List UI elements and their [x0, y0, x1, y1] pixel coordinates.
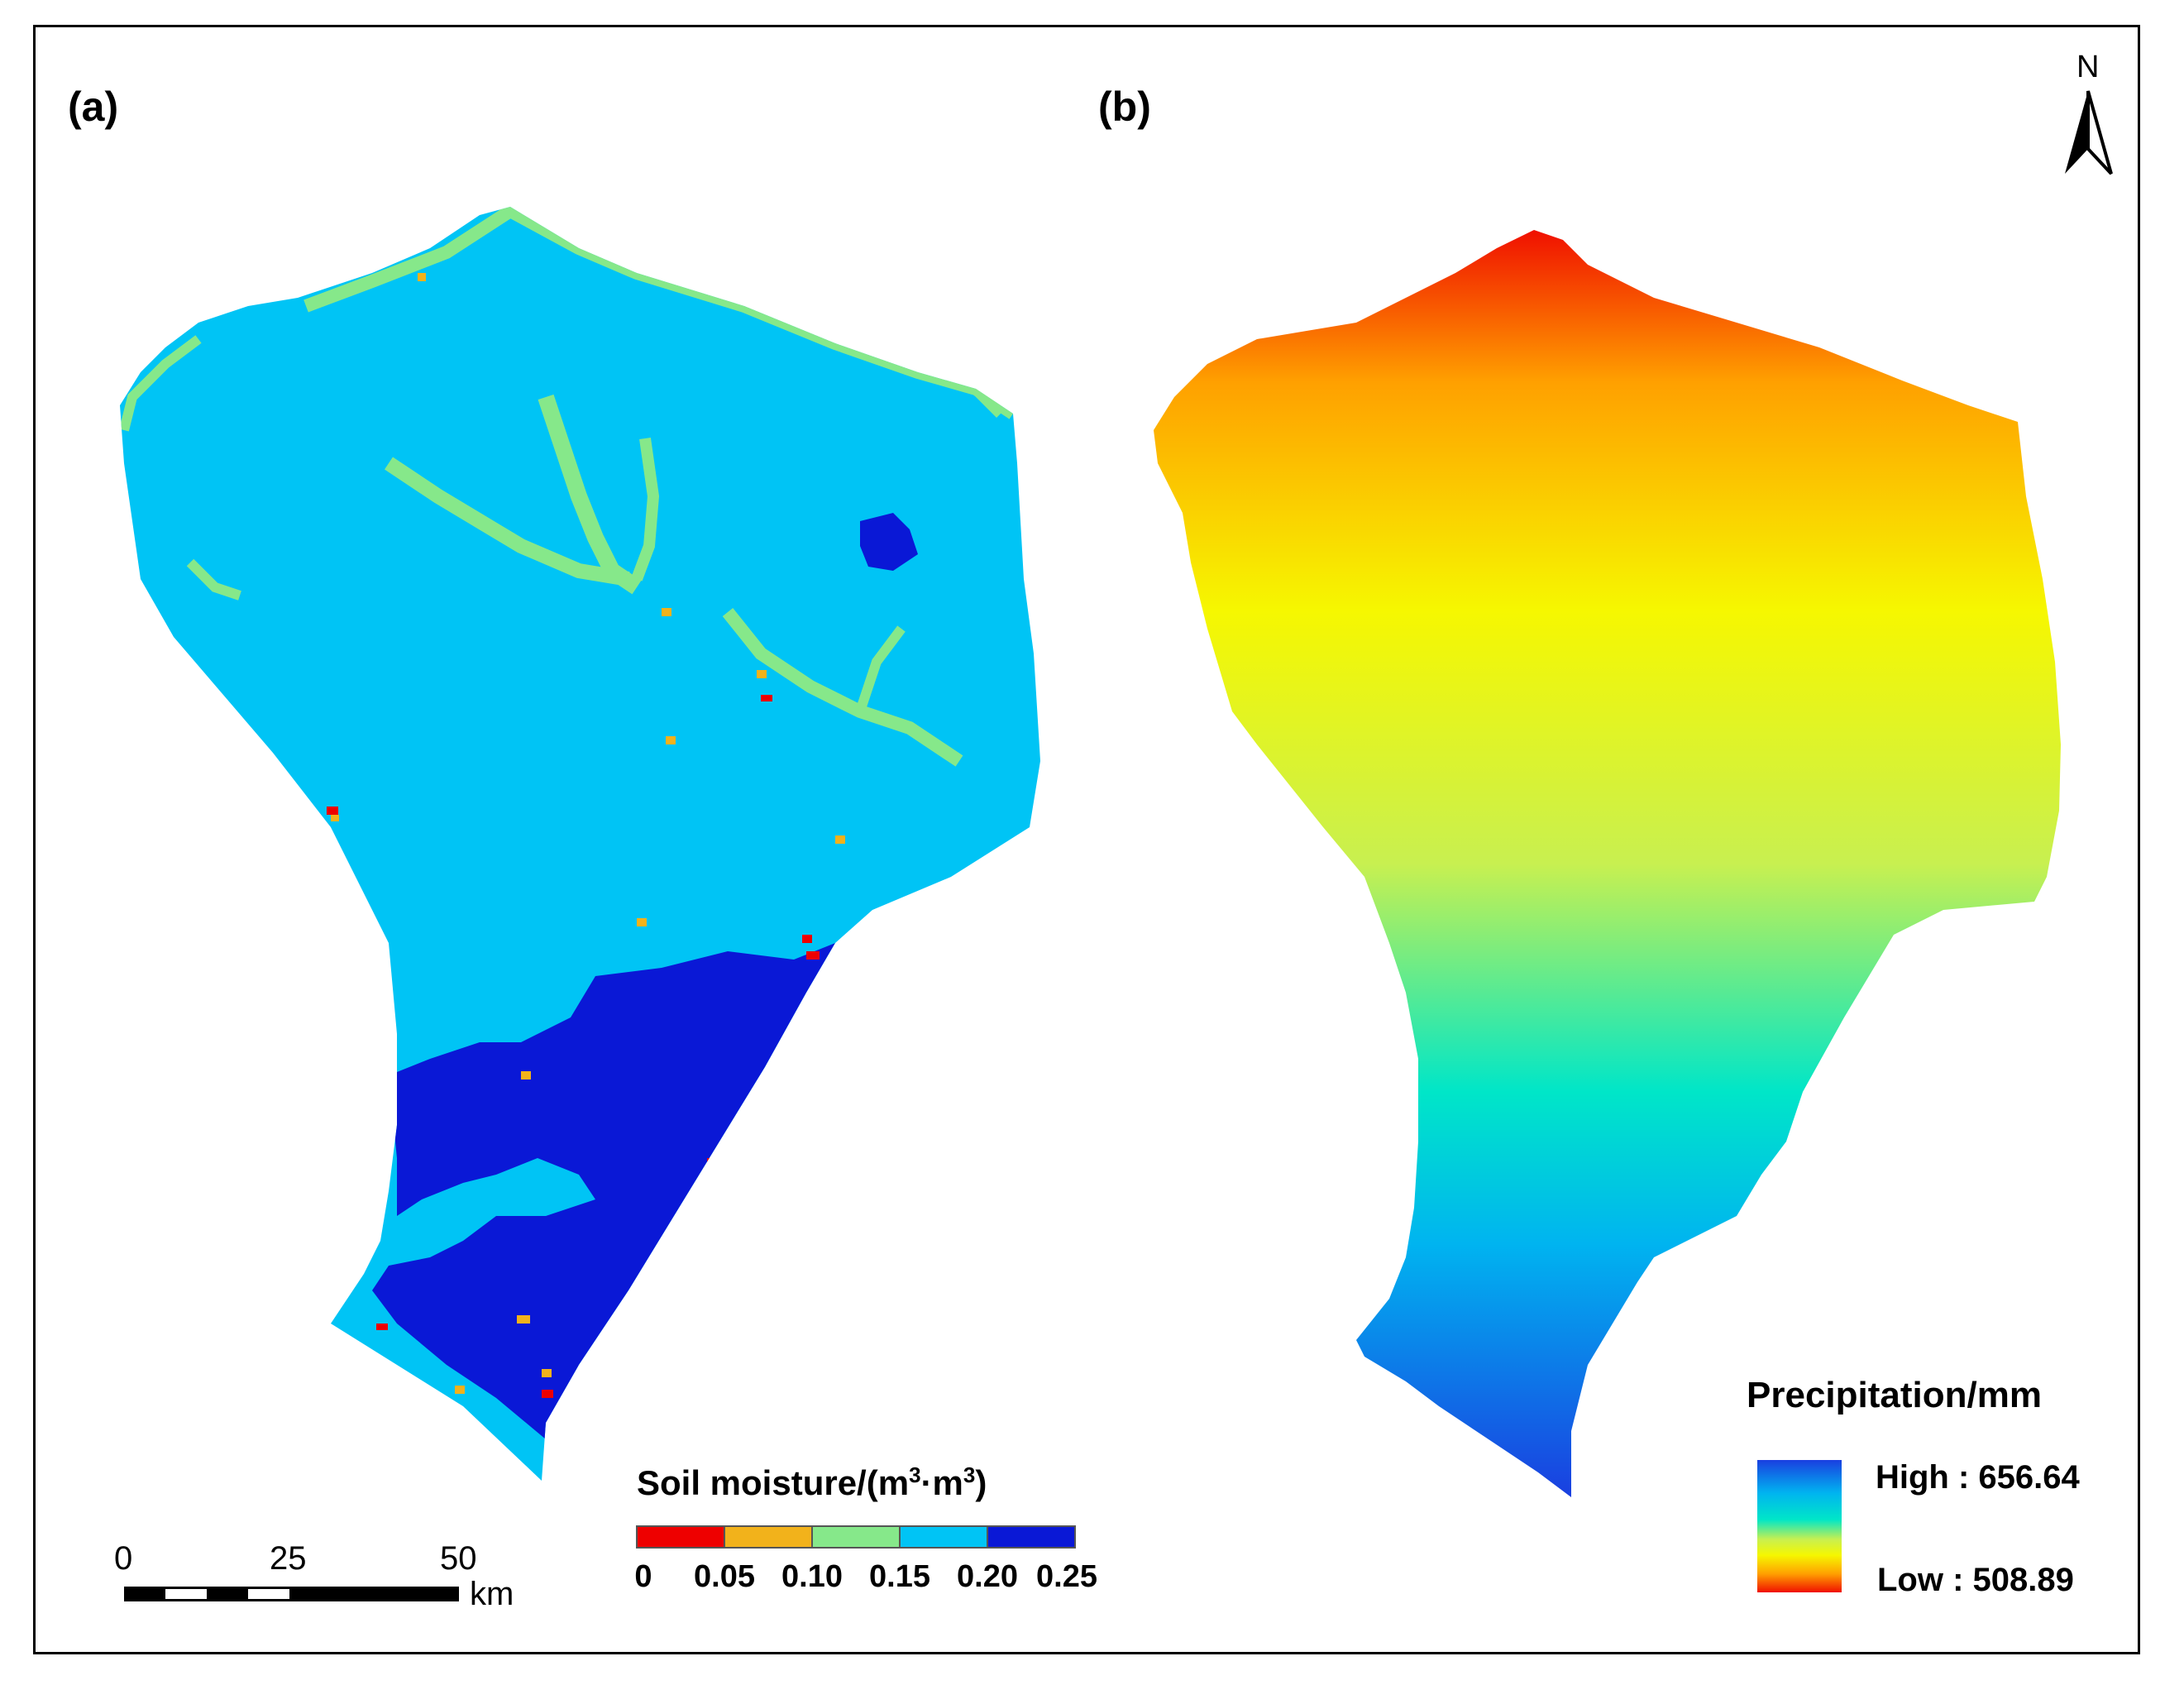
north-arrow — [2065, 90, 2113, 175]
dry-pixel — [757, 670, 767, 678]
precipitation-high-label: High : 656.64 — [1876, 1459, 2080, 1496]
dry-pixel — [637, 918, 647, 926]
scale-tick-0: 0 — [114, 1540, 133, 1577]
green-channel-se2 — [855, 625, 906, 713]
precipitation-legend-ramp — [1757, 1460, 1842, 1592]
soil-moisture-legend-boxes — [636, 1525, 1076, 1549]
soil-moisture-map — [120, 207, 1040, 1481]
wet-patch-mid-region — [579, 1009, 662, 1067]
dry-pixel — [521, 1071, 531, 1079]
panel-a-label: (a) — [68, 84, 119, 130]
soil-moisture-legend-title: Soil moisture/(m3·m3) — [637, 1462, 987, 1503]
wet-patch-west-region — [397, 1075, 513, 1133]
wet-patch-region — [860, 513, 918, 571]
green-ne-edge — [972, 385, 1005, 418]
legend-title-sup2: 3 — [963, 1462, 976, 1487]
dry-pixel — [327, 807, 338, 815]
legend-tick-3: 0.15 — [869, 1559, 930, 1594]
green-channel-east — [631, 438, 660, 582]
dry-pixel — [331, 815, 339, 821]
legend-tick-4: 0.20 — [957, 1559, 1018, 1594]
dry-pixel — [802, 935, 812, 943]
dry-pixel — [455, 1386, 465, 1394]
scale-bar-white-seg-2 — [248, 1589, 289, 1599]
green-west-edge — [120, 335, 202, 432]
legend-class-4 — [987, 1525, 1076, 1549]
legend-class-2 — [811, 1525, 901, 1549]
legend-tick-1: 0.05 — [694, 1559, 755, 1594]
dry-pixel — [707, 1158, 719, 1166]
legend-class-1 — [724, 1525, 813, 1549]
scale-bar-outline — [124, 1587, 459, 1601]
map-frame — [33, 25, 2140, 1654]
legend-title-sup1: 3 — [909, 1462, 921, 1487]
legend-tick-0: 0 — [634, 1559, 652, 1594]
dry-pixel — [418, 273, 426, 281]
dry-pixel — [376, 1324, 388, 1330]
scale-bar-white-seg-1 — [165, 1589, 207, 1599]
soil-moisture-base-region — [120, 207, 1040, 1481]
dry-pixel — [517, 1315, 530, 1324]
dry-pixels — [327, 273, 845, 1398]
dry-pixel — [542, 1369, 552, 1377]
green-west-patch — [186, 558, 241, 601]
north-arrow-right-half — [2086, 90, 2113, 175]
green-channel-se — [722, 608, 963, 767]
north-arrow-left-half — [2065, 91, 2088, 174]
panel-b-label: (b) — [1098, 84, 1151, 130]
dry-pixel — [761, 695, 772, 701]
dry-pixel — [806, 951, 820, 960]
legend-tick-2: 0.10 — [781, 1559, 843, 1594]
north-label: N — [2076, 50, 2100, 84]
dry-pixel — [542, 1390, 553, 1398]
wet-zone-region — [372, 943, 835, 1439]
scale-tick-50: 50 — [440, 1540, 477, 1577]
legend-tick-5: 0.25 — [1036, 1559, 1097, 1594]
legend-class-0 — [636, 1525, 725, 1549]
legend-title-end: ) — [975, 1463, 987, 1502]
dry-pixel — [662, 608, 671, 616]
dry-pixel — [835, 835, 845, 844]
legend-class-3 — [899, 1525, 988, 1549]
legend-title-mid: ·m — [920, 1463, 963, 1502]
precipitation-legend-title: Precipitation/mm — [1747, 1375, 2042, 1415]
scale-bar — [124, 1587, 459, 1601]
scale-unit: km — [470, 1576, 514, 1612]
precipitation-low-label: Low : 508.89 — [1877, 1562, 2074, 1598]
dry-pixel — [666, 736, 676, 744]
green-channel-west — [385, 457, 630, 586]
scale-tick-25: 25 — [270, 1540, 307, 1577]
legend-title-text: Soil moisture/(m — [637, 1463, 910, 1502]
precipitation-map — [1154, 230, 2061, 1497]
